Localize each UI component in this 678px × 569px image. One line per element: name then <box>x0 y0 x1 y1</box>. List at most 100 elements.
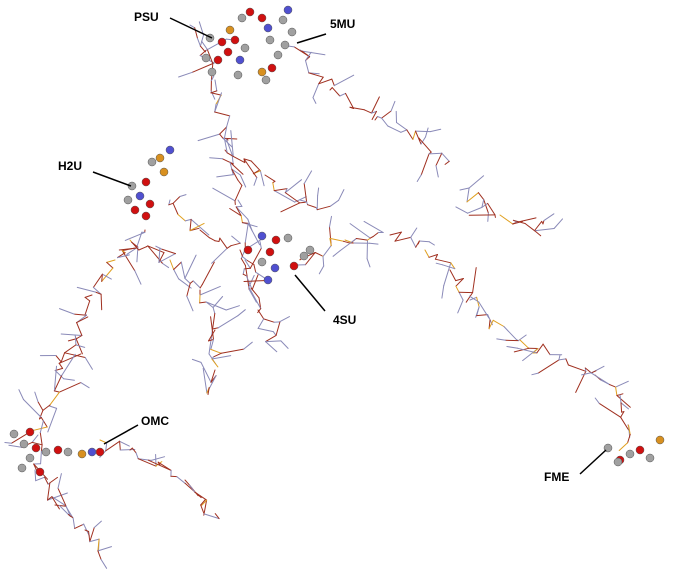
ball-atom-icon <box>19 439 29 449</box>
wire-bond <box>513 347 530 353</box>
wire-bond <box>478 301 490 319</box>
wire-bond <box>455 278 464 287</box>
wire-bond <box>121 247 135 252</box>
wire-bond <box>189 280 194 284</box>
wire-bond <box>212 327 219 330</box>
wireframe-backbone <box>4 21 631 569</box>
wire-bond <box>428 254 438 258</box>
wire-bond <box>200 361 212 383</box>
wire-bond <box>199 34 204 47</box>
wire-bond <box>381 110 392 119</box>
wire-bond <box>203 513 220 520</box>
wire-bond <box>173 269 180 280</box>
wire-bond <box>212 307 216 314</box>
wire-bond <box>329 199 340 207</box>
wire-bond <box>425 127 429 138</box>
wire-bond <box>235 205 243 208</box>
wire-bond <box>208 328 214 355</box>
wire-bond <box>468 295 480 303</box>
ball-atom-icon <box>263 275 273 285</box>
wire-bond <box>615 386 618 396</box>
wire-bond <box>59 308 75 315</box>
wire-bond <box>211 358 219 368</box>
wire-bond <box>226 152 234 157</box>
wire-bond <box>506 346 519 349</box>
wire-bond <box>199 229 210 239</box>
wire-bond <box>476 296 480 308</box>
wire-bond <box>381 117 389 127</box>
omc-atoms <box>9 427 105 477</box>
ball-atom-icon <box>237 13 247 23</box>
wire-bond <box>374 116 378 121</box>
wire-bond <box>63 378 75 381</box>
wire-bond <box>210 92 222 96</box>
wire-bond <box>39 419 44 434</box>
omc-label: OMC <box>141 414 169 428</box>
wire-bond <box>534 220 543 231</box>
wire-bond <box>410 227 418 238</box>
wire-bond <box>627 434 631 444</box>
wire-bond <box>119 440 130 447</box>
wire-bond <box>230 242 241 247</box>
ball-atom-icon <box>223 47 233 57</box>
wire-bond <box>524 223 536 232</box>
wire-bond <box>455 278 464 282</box>
wire-bond <box>53 390 60 393</box>
wire-bond <box>179 194 187 197</box>
wire-bond <box>306 201 309 206</box>
wire-bond <box>476 314 489 317</box>
wire-bond <box>75 344 86 348</box>
wire-bond <box>303 183 308 203</box>
wire-bond <box>76 316 89 324</box>
ball-atom-icon <box>159 167 169 177</box>
wire-bond <box>396 122 408 131</box>
wire-bond <box>312 83 320 99</box>
wire-bond <box>97 546 112 552</box>
wire-bond <box>235 206 242 217</box>
ball-atom-icon <box>9 429 19 439</box>
wire-bond <box>243 267 251 270</box>
ball-atom-icon <box>635 445 645 455</box>
wire-bond <box>442 264 456 270</box>
wire-bond <box>201 40 208 50</box>
wire-bond <box>531 372 539 376</box>
wire-bond <box>420 136 426 145</box>
ball-atom-icon <box>25 427 35 437</box>
wire-bond <box>205 301 214 308</box>
wire-bond <box>200 504 205 515</box>
wire-bond <box>208 329 216 342</box>
wire-bond <box>481 202 489 208</box>
ball-atom-icon <box>201 53 211 63</box>
wire-bond <box>536 343 544 354</box>
wire-bond <box>202 367 208 394</box>
wire-bond <box>138 246 147 251</box>
wire-bond <box>537 359 560 374</box>
ball-atom-icon <box>207 67 217 77</box>
wire-bond <box>487 212 489 222</box>
ball-atom-icon <box>25 453 35 463</box>
wire-bond <box>253 264 257 273</box>
ball-atom-icon <box>130 205 140 215</box>
ball-atom-icon <box>235 55 245 65</box>
wire-bond <box>312 97 317 104</box>
ball-atom-icon <box>271 235 281 245</box>
wire-bond <box>229 161 244 175</box>
wire-bond <box>444 160 450 165</box>
wire-bond <box>273 188 288 192</box>
wire-bond <box>476 306 480 317</box>
wire-bond <box>565 358 569 366</box>
wire-bond <box>349 106 365 111</box>
wire-bond <box>101 273 103 282</box>
wire-bond <box>54 370 65 380</box>
wire-bond <box>232 155 246 164</box>
wire-bond <box>339 238 357 252</box>
wire-bond <box>244 259 251 269</box>
wire-bond <box>459 187 470 191</box>
ball-atom-icon <box>53 445 63 455</box>
wire-bond <box>84 357 93 370</box>
wire-bond <box>231 168 241 176</box>
wire-bond <box>305 51 312 61</box>
wire-bond <box>214 513 220 520</box>
wire-bond <box>590 372 611 386</box>
